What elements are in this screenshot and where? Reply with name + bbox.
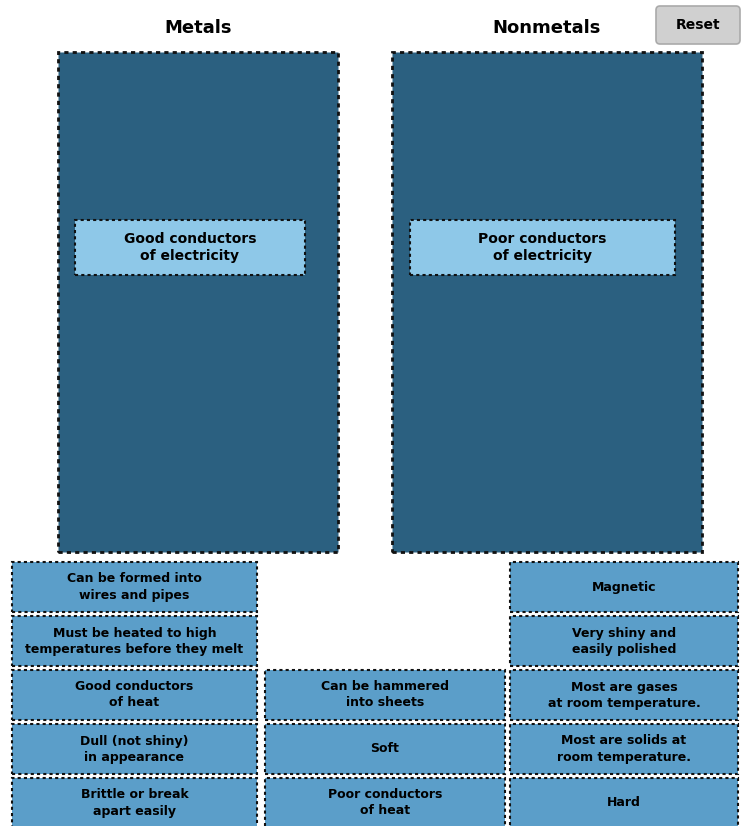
Bar	[12, 616, 257, 666]
Bar	[510, 724, 738, 774]
Text: Most are gases
at room temperature.: Most are gases at room temperature.	[548, 681, 700, 710]
Text: Can be hammered
into sheets: Can be hammered into sheets	[321, 681, 449, 710]
Bar	[510, 670, 738, 720]
Text: Good conductors
of heat: Good conductors of heat	[75, 681, 194, 710]
Bar	[510, 778, 738, 826]
Bar	[392, 52, 702, 552]
Text: Nonmetals: Nonmetals	[493, 19, 602, 37]
Bar	[265, 778, 505, 826]
Text: Must be heated to high
temperatures before they melt: Must be heated to high temperatures befo…	[26, 626, 244, 656]
Text: Very shiny and
easily polished: Very shiny and easily polished	[572, 626, 676, 656]
FancyBboxPatch shape	[656, 6, 740, 44]
Text: Poor conductors
of heat: Poor conductors of heat	[328, 789, 442, 818]
Bar	[510, 562, 738, 612]
Text: Poor conductors
of electricity: Poor conductors of electricity	[478, 232, 607, 263]
Text: Metals: Metals	[164, 19, 232, 37]
Bar	[265, 670, 505, 720]
Text: Most are solids at
room temperature.: Most are solids at room temperature.	[557, 734, 691, 763]
Bar	[12, 562, 257, 612]
Text: Brittle or break
apart easily: Brittle or break apart easily	[81, 789, 188, 818]
Bar	[265, 724, 505, 774]
Bar	[410, 220, 675, 275]
Text: Dull (not shiny)
in appearance: Dull (not shiny) in appearance	[80, 734, 189, 763]
Text: Hard: Hard	[607, 796, 641, 809]
Text: Soft: Soft	[370, 743, 400, 756]
Text: Reset: Reset	[676, 18, 720, 32]
Text: Good conductors
of electricity: Good conductors of electricity	[124, 232, 256, 263]
Text: Can be formed into
wires and pipes: Can be formed into wires and pipes	[67, 572, 202, 601]
Bar	[75, 220, 305, 275]
Bar	[58, 52, 338, 552]
Bar	[12, 778, 257, 826]
Bar	[510, 616, 738, 666]
Bar	[12, 724, 257, 774]
Bar	[12, 670, 257, 720]
Text: Magnetic: Magnetic	[592, 581, 656, 594]
